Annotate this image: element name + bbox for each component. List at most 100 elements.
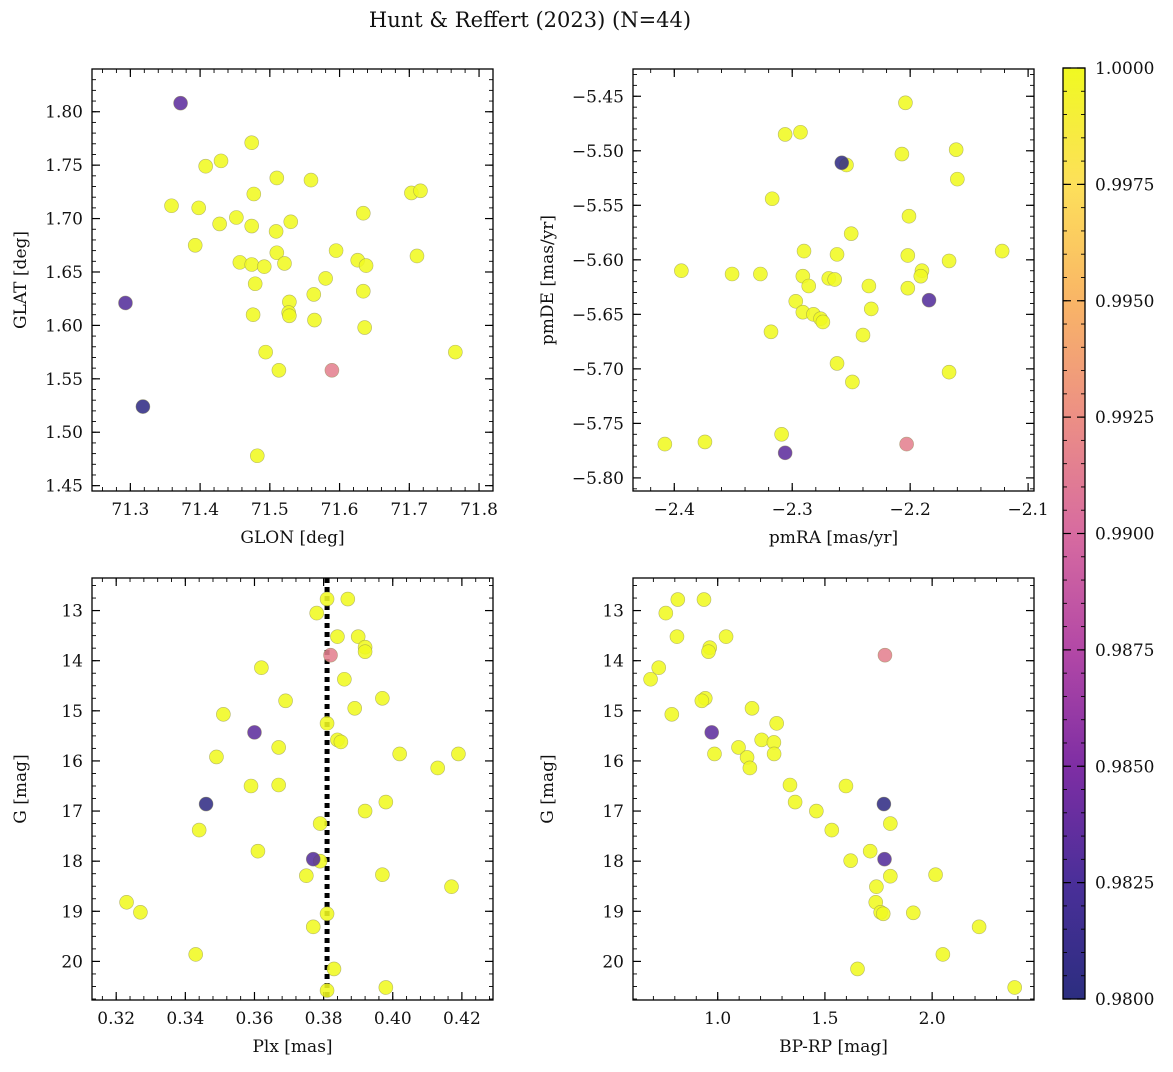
- scatter-point: [935, 947, 951, 962]
- panel-pmra-pmde: −2.4 −2.3 −2.2 −2.1 −5.80 −5.75 −5.70 −5.65 −5.6…: [538, 68, 1049, 548]
- scatter-point: [330, 629, 345, 644]
- data-layer: [643, 592, 1023, 995]
- scatter-point: [694, 693, 710, 709]
- x-tick-label: 71.6: [321, 500, 359, 520]
- y-axis-label: GLAT [deg]: [11, 231, 31, 329]
- scatter-point: [306, 287, 322, 302]
- scatter-point: [876, 796, 892, 812]
- scatter-point: [845, 374, 860, 390]
- scatter-point: [333, 734, 349, 750]
- scatter-point: [913, 268, 929, 284]
- scatter-point: [328, 243, 344, 258]
- scatter-point: [834, 155, 850, 171]
- y-axis-label: pmDE [mas/yr]: [538, 215, 558, 345]
- scatter-point: [303, 172, 319, 188]
- colorbar-tick-label: 0.9975: [1095, 175, 1154, 195]
- y-tick-label: 18: [61, 852, 83, 872]
- y-tick-label: −5.50: [572, 142, 624, 162]
- scatter-point: [451, 746, 466, 762]
- colorbar-tick-label: 0.9850: [1095, 757, 1154, 777]
- scatter-point: [796, 243, 812, 259]
- scatter-point: [355, 283, 371, 299]
- scatter-point: [883, 816, 898, 831]
- x-axis-label: Plx [mas]: [252, 1037, 332, 1057]
- x-tick-label: 1.5: [811, 1009, 838, 1029]
- scatter-point: [254, 660, 269, 676]
- scatter-point: [340, 591, 356, 607]
- y-tick-label: −5.45: [572, 87, 624, 107]
- scatter-point: [357, 320, 372, 335]
- scatter-point: [187, 237, 203, 253]
- y-tick-label: 15: [602, 702, 624, 722]
- scatter-point: [283, 214, 299, 230]
- scatter-point: [724, 266, 740, 282]
- y-tick-label: 1.80: [45, 103, 83, 123]
- figure-title: Hunt & Reffert (2023) (N=44): [369, 8, 691, 32]
- y-axis-label: G [mag]: [11, 754, 31, 823]
- scatter-point: [899, 436, 914, 452]
- scatter-point: [133, 904, 148, 920]
- scatter-point: [209, 749, 224, 765]
- scatter-point: [188, 947, 204, 962]
- y-tick-label: 15: [61, 702, 83, 722]
- scatter-point: [164, 198, 179, 214]
- scatter-point: [843, 853, 858, 868]
- scatter-point: [191, 822, 207, 838]
- scatter-point: [319, 591, 335, 607]
- y-tick-label: 1.45: [45, 477, 83, 497]
- scatter-point: [244, 218, 260, 234]
- scatter-point: [378, 980, 394, 995]
- scatter-point: [674, 263, 689, 279]
- scatter-point: [305, 919, 321, 935]
- y-tick-label: 20: [602, 952, 624, 972]
- scatter-point: [212, 216, 227, 232]
- data-layer: [657, 95, 1010, 461]
- y-tick-label: 1.60: [45, 316, 83, 336]
- colorbar: 0.9800 0.9825 0.9850 0.9875 0.9900 0.9925 0.99…: [1062, 59, 1154, 1010]
- scatter-point: [1007, 980, 1023, 995]
- panels: 71.3 71.4 71.5 71.6 71.7 71.8 1.45 1.50 1.55 1.60…: [11, 68, 1049, 1057]
- y-tick-label: −5.70: [572, 360, 624, 380]
- scatter-point: [948, 142, 964, 157]
- colorbar-tick-label: 0.9875: [1095, 641, 1154, 661]
- y-tick-label: 16: [602, 752, 624, 772]
- scatter-point: [312, 816, 328, 831]
- scatter-point: [347, 701, 363, 716]
- y-tick-label: 14: [602, 652, 624, 672]
- x-axis-label: BP-RP [mag]: [779, 1037, 888, 1057]
- scatter-point: [213, 153, 229, 169]
- scatter-point: [392, 746, 407, 762]
- scatter-point: [268, 224, 284, 239]
- scatter-point: [766, 746, 782, 762]
- scatter-point: [769, 716, 784, 731]
- scatter-point: [921, 292, 937, 308]
- data-layer: [119, 578, 466, 1000]
- y-tick-label: 13: [61, 602, 83, 622]
- colorbar-tick-label: 0.9925: [1095, 408, 1154, 428]
- scatter-point: [861, 278, 877, 294]
- scatter-point: [278, 693, 293, 709]
- scatter-point: [375, 690, 390, 706]
- axes-frame: [91, 577, 494, 1001]
- scatter-point: [843, 226, 859, 241]
- x-axis-label: pmRA [mas/yr]: [769, 528, 898, 548]
- scatter-point: [282, 308, 297, 324]
- scatter-point: [409, 248, 425, 264]
- scatter-point: [777, 127, 793, 142]
- scatter-point: [246, 186, 262, 202]
- scatter-point: [928, 867, 943, 883]
- major-ticks: [92, 69, 493, 491]
- scatter-point: [357, 803, 373, 819]
- scatter-point: [862, 843, 878, 859]
- scatter-point: [119, 894, 134, 910]
- scatter-point: [855, 327, 871, 343]
- scatter-point: [941, 364, 957, 380]
- scatter-point: [697, 434, 713, 450]
- scatter-point: [850, 961, 865, 977]
- y-axis-label: G [mag]: [538, 754, 558, 823]
- x-tick-label: 2.0: [919, 1009, 946, 1029]
- scatter-point: [448, 344, 463, 360]
- scatter-point: [271, 362, 287, 378]
- scatter-point: [319, 983, 335, 998]
